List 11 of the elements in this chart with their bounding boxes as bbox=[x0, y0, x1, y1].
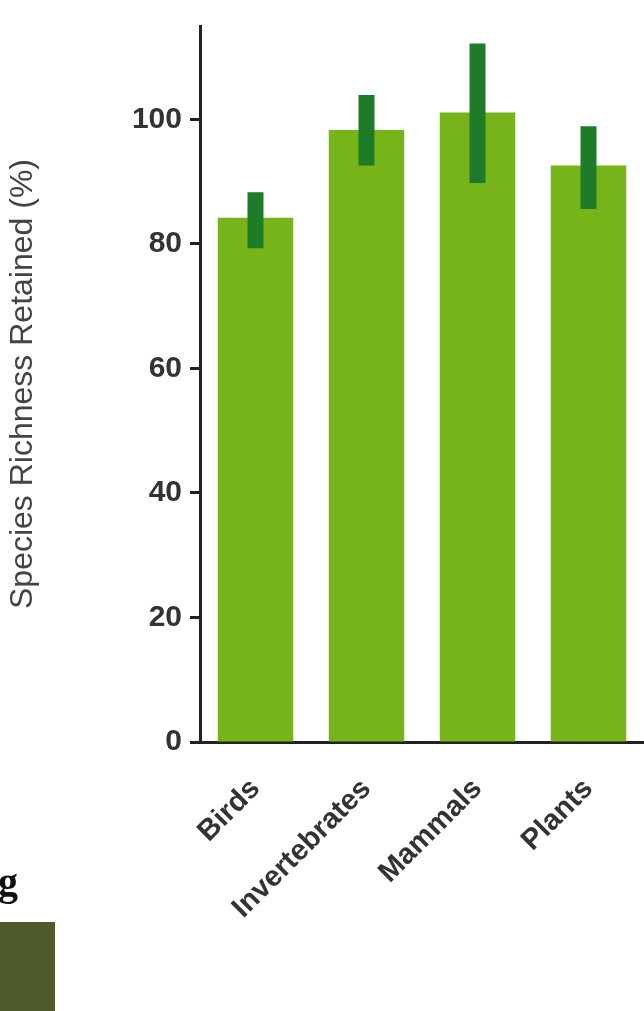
bar bbox=[217, 217, 294, 742]
y-tick-label: 0 bbox=[165, 723, 182, 757]
y-tick-label: 100 bbox=[131, 100, 182, 134]
y-tick-label: 80 bbox=[148, 225, 182, 259]
y-tick-label: 20 bbox=[148, 598, 182, 632]
bar bbox=[439, 112, 516, 742]
y-tick-label: 40 bbox=[148, 474, 182, 508]
bar bbox=[550, 165, 627, 742]
y-tick-label: 60 bbox=[148, 349, 182, 383]
bar bbox=[328, 129, 405, 742]
y-axis-title: Species Richness Retained (%) bbox=[3, 159, 40, 609]
